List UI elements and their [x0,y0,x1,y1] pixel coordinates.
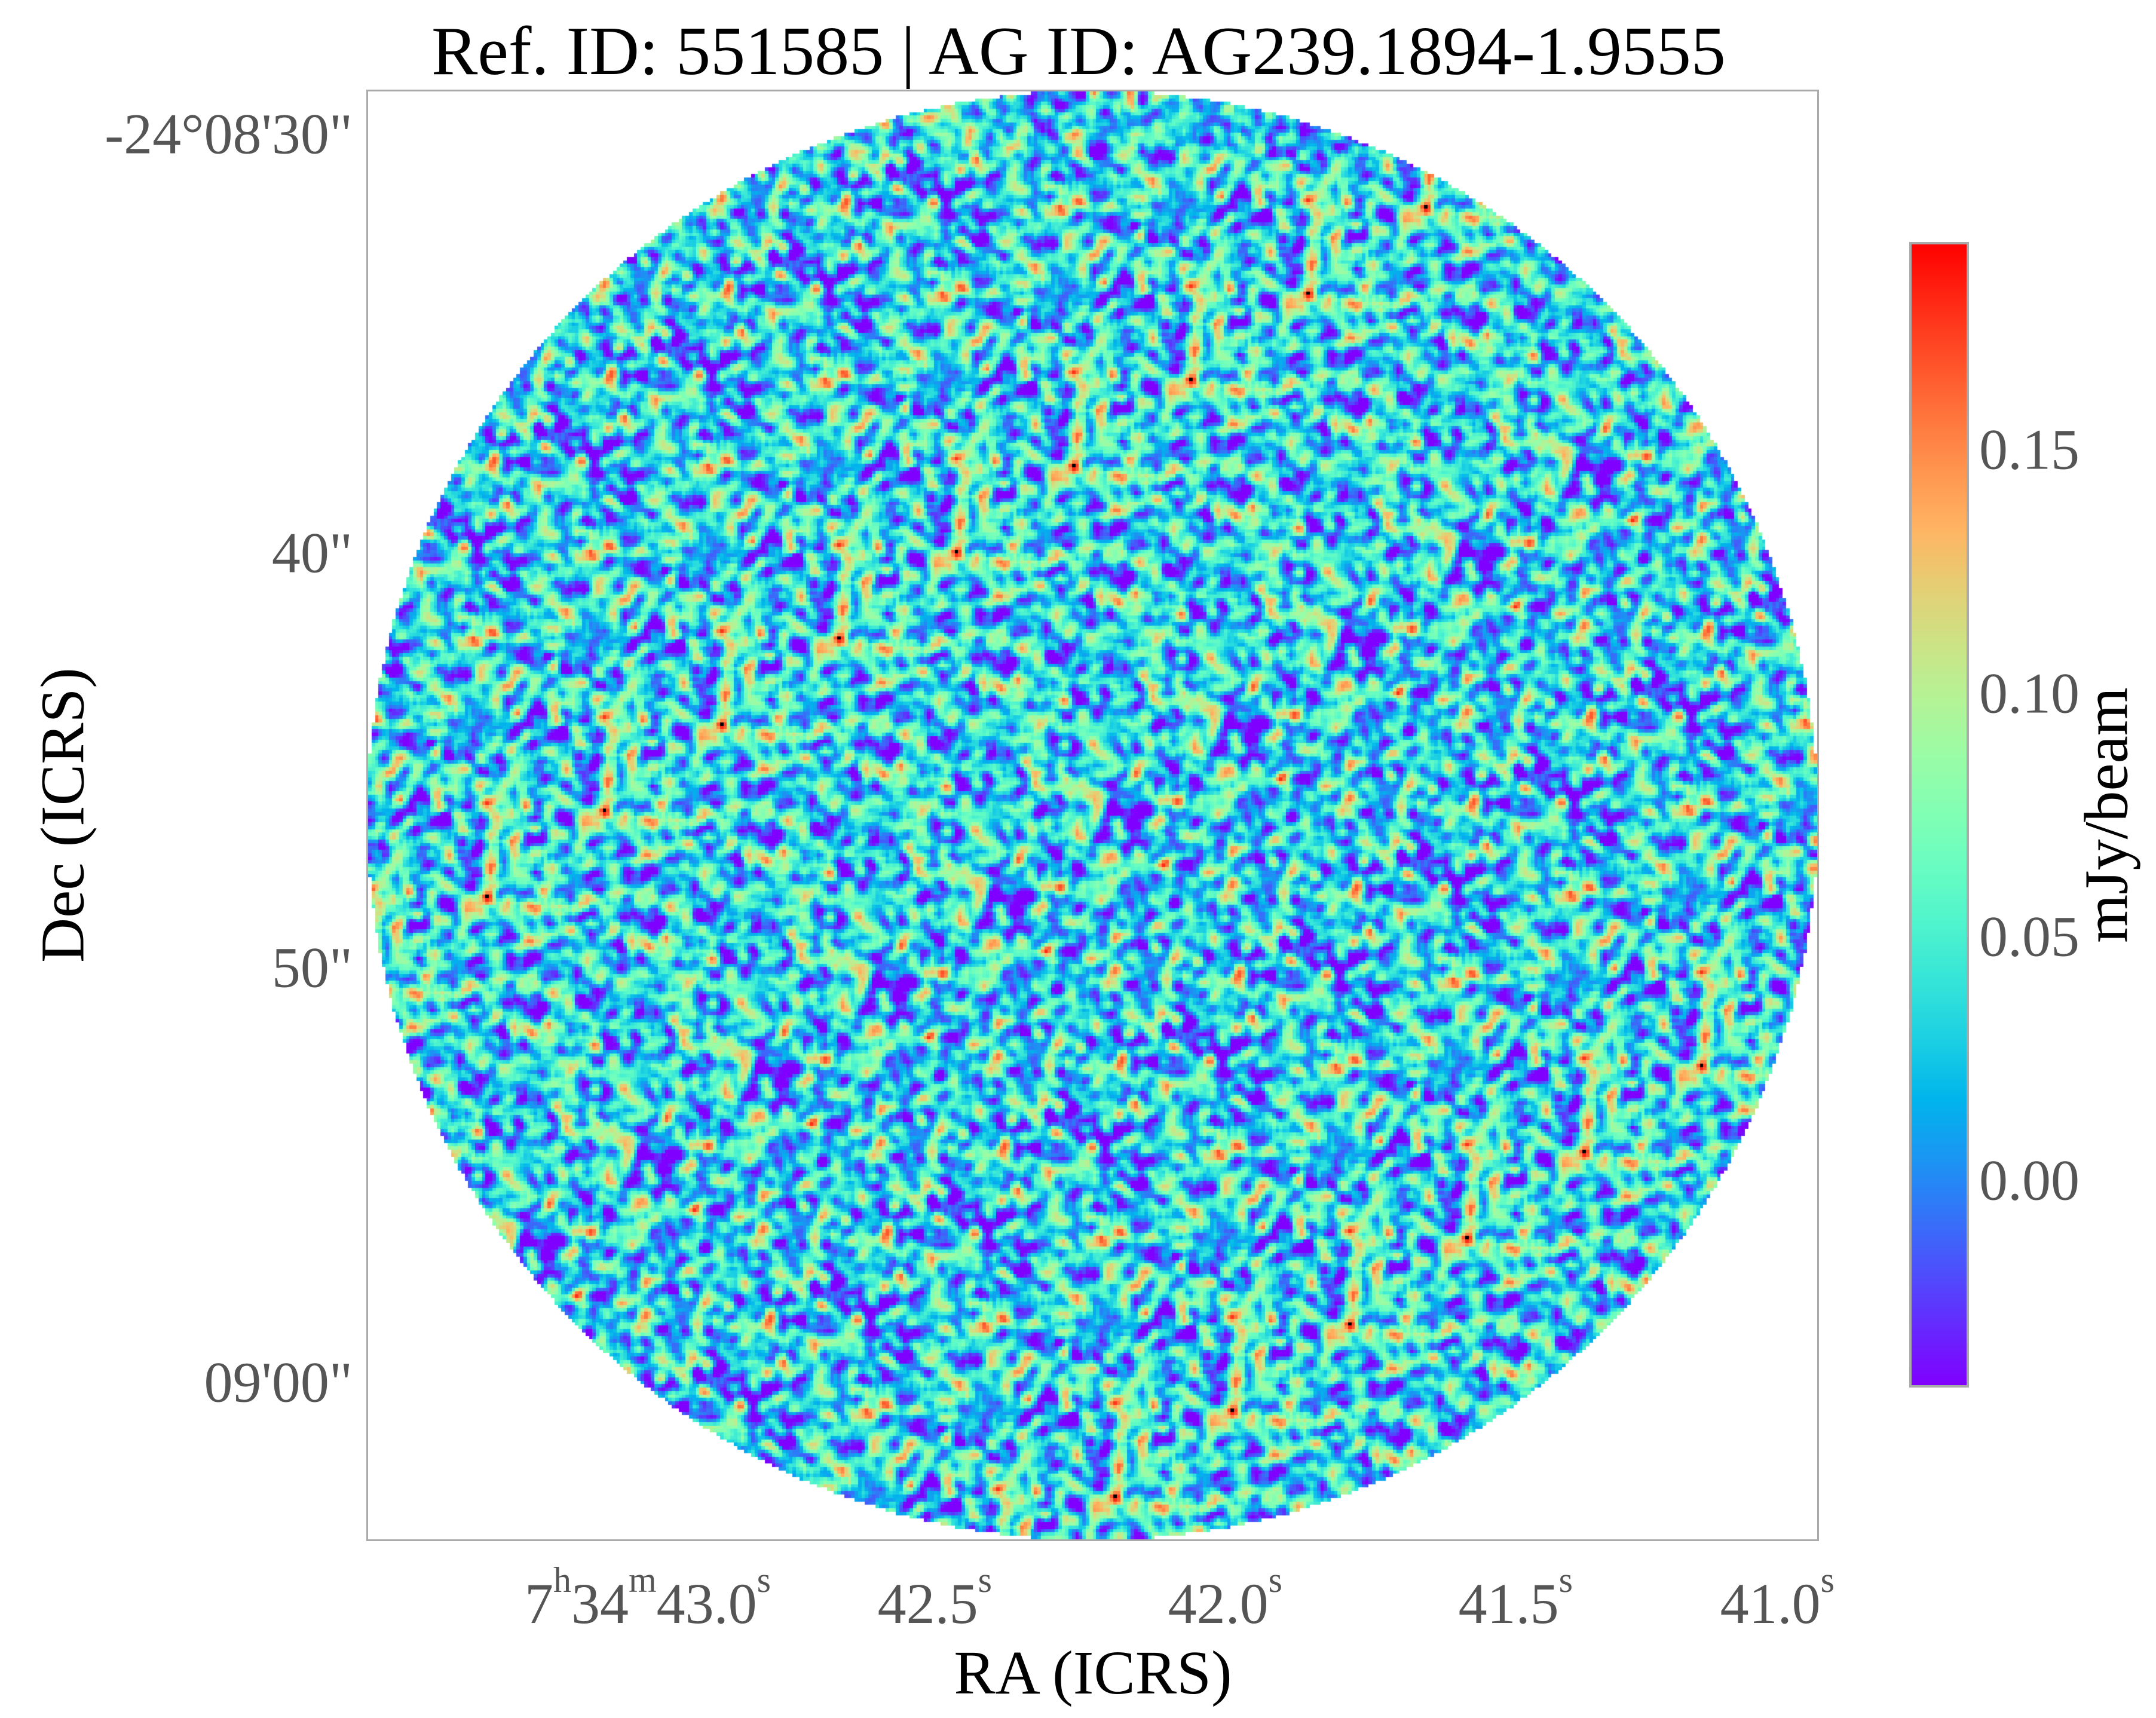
x-tick-label: 42.5s [877,1560,992,1636]
x-axis-label: RA (ICRS) [954,1639,1232,1707]
plot-area [366,90,1819,1541]
chart-title: Ref. ID: 551585 | AG ID: AG239.1894-1.95… [431,13,1726,90]
x-tick-label: 42.0s [1168,1560,1282,1636]
colorbar-tick-label: 0.00 [1979,1148,2080,1212]
colorbar-tick-label: 0.05 [1979,904,2080,969]
x-tick-label: 41.0s [1720,1560,1835,1636]
colorbar [1909,242,1969,1388]
colorbar-tick-label: 0.15 [1979,417,2080,482]
colorbar-tick-label: 0.10 [1979,661,2080,725]
y-tick-label: 40" [271,520,353,585]
y-axis-label: Dec (ICRS) [28,667,97,963]
colorbar-label: mJy/beam [2072,687,2141,943]
y-tick-label: -24°08'30" [105,102,353,166]
x-tick-label: 7h34m43.0s [524,1560,771,1636]
x-tick-label: 41.5s [1458,1560,1573,1636]
intensity-map [368,91,1817,1539]
y-tick-label: 09'00" [204,1350,353,1414]
y-tick-label: 50" [271,935,353,1000]
